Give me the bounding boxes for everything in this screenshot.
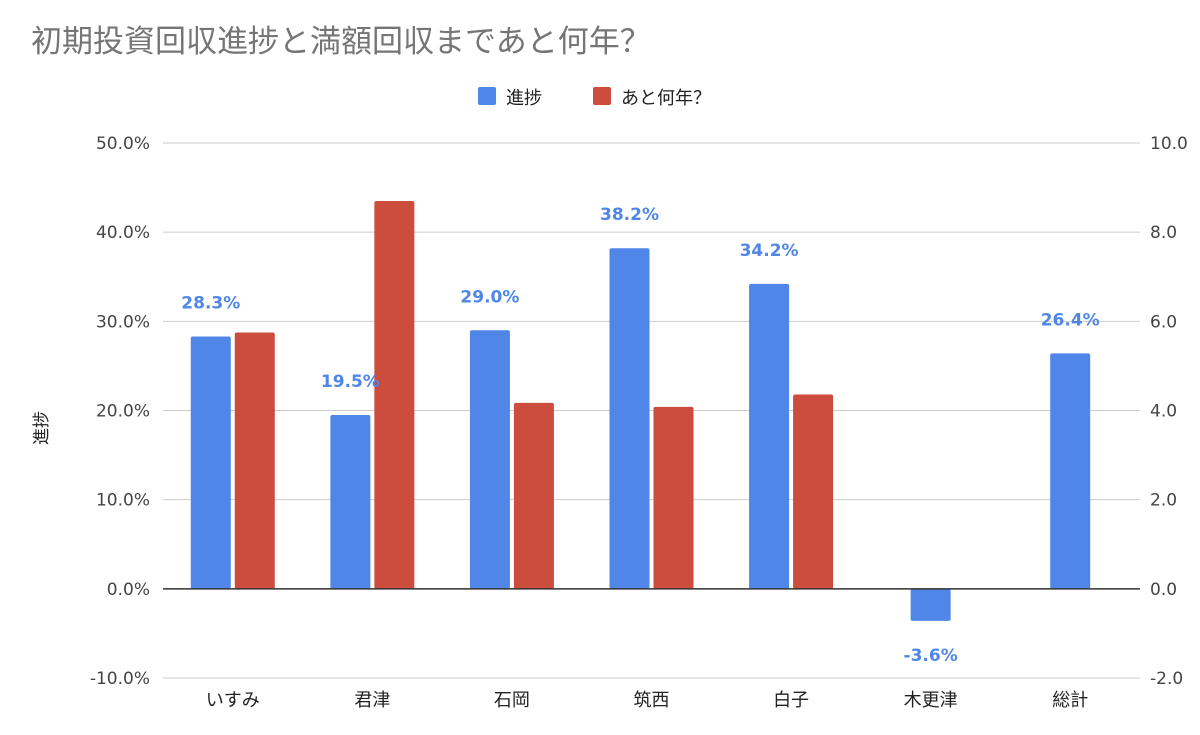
bar-progress [609,248,650,589]
data-label-progress: 28.3% [181,293,240,313]
legend: 進捗 あと何年？ [478,87,711,109]
bar-progress [910,588,951,621]
y-tick-label: 20.0% [96,402,150,422]
y2-tick-label: 10.0 [1150,134,1188,154]
x-category-label: 木更津 [904,690,958,711]
y2-tick-label: 6.0 [1150,312,1177,332]
bar-progress [469,330,510,589]
bar-progress [190,336,231,589]
bar-progress [330,414,371,589]
y-tick-label: 0.0% [107,580,150,600]
y2-tick-label: 4.0 [1150,402,1177,422]
data-label-progress: 29.0% [460,287,519,307]
y2-tick-label: 0.0 [1150,580,1177,600]
bar-years-left [374,200,415,589]
bar-progress [749,283,790,589]
y2-tick-label: -2.0 [1150,669,1183,689]
bars [190,200,1091,621]
x-axis-categories: いすみ 君津 石岡 筑西 白子 木更津 総計 [206,690,1088,711]
x-category-label: 白子 [773,690,809,711]
y2-tick-label: 8.0 [1150,223,1177,243]
data-label-progress: 34.2% [740,241,799,261]
bar-years-left [653,406,694,589]
x-category-label: 総計 [1052,690,1088,711]
data-labels: 28.3% 19.5% 29.0% 38.2% 34.2% -3.6% 26.4% [181,205,1099,666]
y-axis-ticks: -10.0% 0.0% 10.0% 20.0% 30.0% 40.0% 50.0% [90,134,150,689]
y-axis-label: 進捗 [32,411,52,445]
data-label-progress: 26.4% [1041,310,1100,330]
y-tick-label: 30.0% [96,312,150,332]
x-category-label: いすみ [206,690,260,711]
bar-years-left [513,402,554,589]
legend-label-progress: 進捗 [506,88,542,109]
y-tick-label: 10.0% [96,491,150,511]
bar-years-left [793,394,834,589]
legend-swatch-progress [478,87,496,105]
x-category-label: 筑西 [634,690,670,711]
legend-label-years-left: あと何年？ [621,88,711,109]
x-category-label: 石岡 [494,690,530,711]
bar-years-left [234,332,275,589]
data-label-progress: -3.6% [904,646,958,666]
y2-axis-ticks: -2.0 0.0 2.0 4.0 6.0 8.0 10.0 [1150,134,1188,689]
y2-tick-label: 2.0 [1150,491,1177,511]
data-label-progress: 38.2% [600,205,659,225]
x-category-label: 君津 [354,690,390,711]
chart-title: 初期投資回収進捗と満額回収まであと何年？ [31,24,651,60]
data-label-progress: 19.5% [321,372,380,392]
y-tick-label: -10.0% [90,669,150,689]
legend-swatch-years-left [593,87,611,105]
bar-progress [1050,353,1091,589]
y-tick-label: 40.0% [96,223,150,243]
y-tick-label: 50.0% [96,134,150,154]
